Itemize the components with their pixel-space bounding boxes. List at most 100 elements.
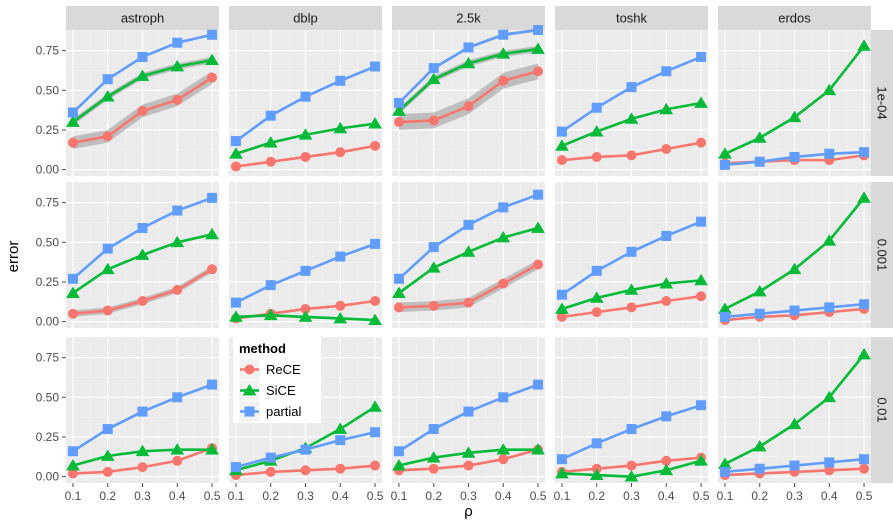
data-point-partial <box>463 406 474 417</box>
data-point-partial <box>393 446 404 457</box>
data-point-SiCE <box>624 112 639 124</box>
data-point-partial <box>556 454 567 465</box>
y-tick-label: 0.75 <box>36 351 60 365</box>
x-tick-label: 0.2 <box>262 489 279 503</box>
data-point-ReCE <box>533 259 544 270</box>
data-point-SiCE <box>392 286 406 298</box>
data-point-SiCE <box>66 286 80 298</box>
row-strip <box>871 337 893 483</box>
data-point-partial <box>824 302 835 313</box>
column-strip-label: erdos <box>778 11 811 26</box>
data-point-ReCE <box>393 302 404 313</box>
data-point-partial <box>789 305 800 316</box>
data-point-partial <box>67 107 78 118</box>
data-point-partial <box>428 242 439 253</box>
data-point-partial <box>719 159 730 170</box>
data-point-ReCE <box>626 460 637 471</box>
data-point-SiCE <box>66 459 80 471</box>
data-point-partial <box>300 265 311 276</box>
y-tick-label: 0.50 <box>36 235 60 249</box>
column-strip-label: dblp <box>293 11 318 26</box>
legend-title: method <box>239 341 286 356</box>
data-point-ReCE <box>230 161 241 172</box>
panel-series-0.01-astroph <box>66 379 219 479</box>
data-point-partial <box>335 75 346 86</box>
data-point-ReCE <box>591 307 602 318</box>
x-tick-label: 0.5 <box>204 489 221 503</box>
data-point-partial <box>67 273 78 284</box>
column-strip-label: toshk <box>616 11 648 26</box>
data-point-SiCE <box>659 277 674 289</box>
data-point-SiCE <box>659 463 674 476</box>
data-point-ReCE <box>556 155 567 166</box>
data-point-ReCE <box>463 101 474 112</box>
data-point-partial <box>626 246 637 257</box>
data-point-partial <box>463 219 474 230</box>
x-tick-label: 0.1 <box>228 489 245 503</box>
panel-series-1e-04-astroph <box>66 29 219 150</box>
data-point-partial <box>824 148 835 159</box>
data-point-partial <box>719 311 730 322</box>
x-tick-label: 0.3 <box>297 489 314 503</box>
data-point-SiCE <box>461 56 476 69</box>
data-point-SiCE <box>694 273 708 286</box>
x-tick-label: 0.1 <box>391 489 408 503</box>
data-point-ReCE <box>696 291 707 302</box>
data-point-ReCE <box>172 94 183 105</box>
data-point-partial <box>172 37 183 48</box>
panel-series-0.001-toshk <box>555 216 708 322</box>
data-point-SiCE <box>333 121 348 134</box>
data-point-SiCE <box>496 231 511 243</box>
data-point-SiCE <box>496 443 511 455</box>
data-point-partial <box>102 243 113 254</box>
column-strip-label: astroph <box>121 11 164 26</box>
data-point-partial <box>696 216 707 227</box>
data-point-ReCE <box>207 72 218 83</box>
data-point-SiCE <box>368 117 382 129</box>
data-point-ReCE <box>626 302 637 313</box>
data-point-partial <box>719 466 730 477</box>
data-point-SiCE <box>205 53 219 66</box>
data-point-partial <box>824 457 835 468</box>
data-point-SiCE <box>531 443 545 455</box>
data-point-partial <box>335 435 346 446</box>
data-point-partial <box>393 98 404 108</box>
data-point-partial <box>591 102 602 113</box>
data-point-ReCE <box>172 455 183 466</box>
data-point-ReCE <box>533 66 544 77</box>
data-point-SiCE <box>752 131 767 143</box>
data-point-SiCE <box>589 291 604 303</box>
data-point-partial <box>300 91 311 102</box>
data-point-partial <box>556 126 567 137</box>
data-point-ReCE <box>137 105 148 116</box>
x-tick-label: 0.2 <box>588 489 605 503</box>
panel-series-1e-04-toshk <box>555 51 708 166</box>
data-point-partial <box>370 427 381 438</box>
panel-series-0.001-erdos <box>718 191 871 326</box>
y-tick-label: 0.00 <box>36 163 60 177</box>
data-point-partial <box>533 379 544 390</box>
data-point-ReCE <box>463 460 474 471</box>
data-point-SiCE <box>624 470 639 482</box>
data-point-SiCE <box>822 390 837 403</box>
data-point-SiCE <box>392 459 406 471</box>
data-point-partial <box>754 463 765 474</box>
data-point-ReCE <box>428 115 439 126</box>
data-point-ReCE <box>428 300 439 311</box>
data-point-SiCE <box>461 245 476 257</box>
data-point-SiCE <box>787 417 802 430</box>
data-point-ReCE <box>102 466 113 477</box>
y-tick-label: 0.00 <box>36 315 60 329</box>
x-tick-label: 0.2 <box>425 489 442 503</box>
data-point-partial <box>265 110 276 121</box>
data-point-SiCE <box>333 422 348 434</box>
data-point-partial <box>859 454 870 465</box>
data-point-ReCE <box>393 117 404 128</box>
data-point-SiCE <box>368 313 382 325</box>
data-point-SiCE <box>822 83 837 96</box>
x-tick-label: 0.1 <box>554 489 571 503</box>
data-point-SiCE <box>718 457 732 469</box>
data-point-ReCE <box>591 151 602 162</box>
data-point-ReCE <box>137 462 148 473</box>
